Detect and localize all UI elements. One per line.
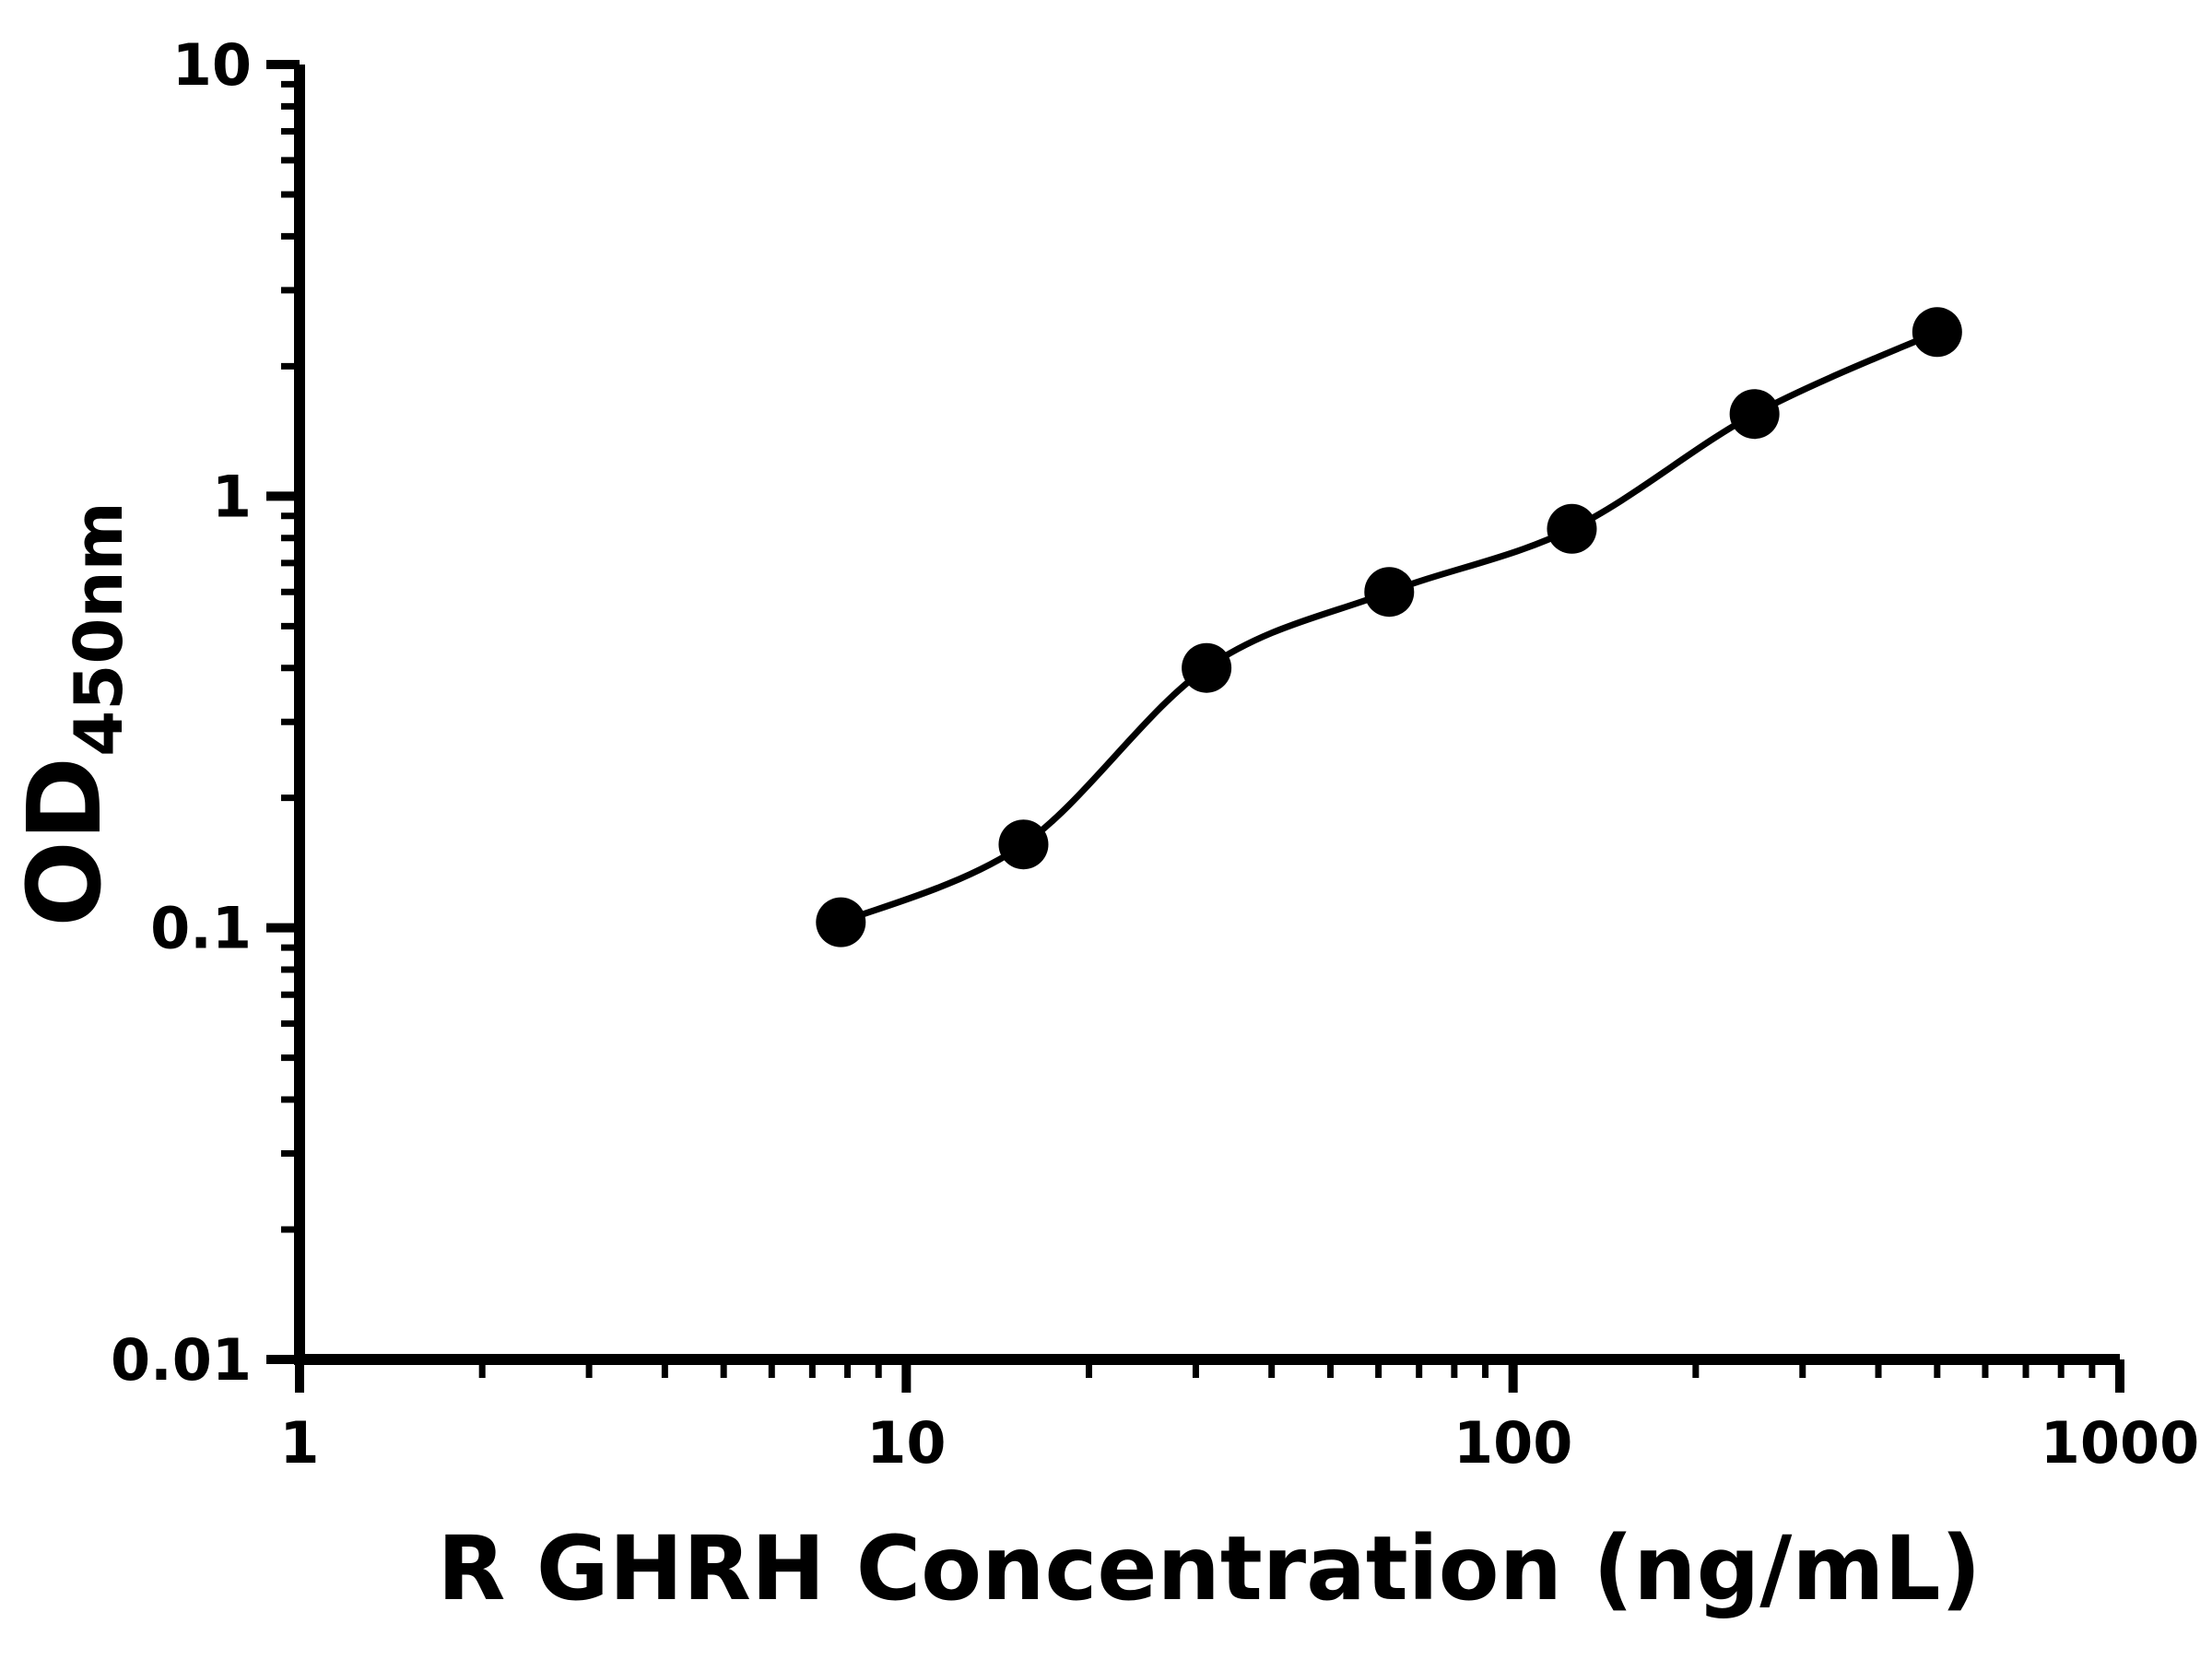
x-tick-label: 1 <box>279 1409 319 1477</box>
data-series-layer <box>816 307 1962 947</box>
y-axis-title-main: OD <box>6 757 124 927</box>
x-tick-label: 10 <box>866 1409 946 1477</box>
y-tick-label: 0.1 <box>150 895 252 962</box>
data-point <box>1364 567 1415 618</box>
axes-layer: 1 10 100 1000 0.01 0.1 1 10 <box>111 31 2199 1477</box>
x-axis-title: R GHRH Concentration (ng/mL) <box>438 1517 1982 1620</box>
data-point <box>1547 503 1597 554</box>
y-axis-title: OD450nm <box>6 501 137 926</box>
x-tick-label: 1000 <box>2041 1409 2200 1477</box>
y-tick-label: 0.01 <box>111 1326 252 1394</box>
x-tick-label: 100 <box>1453 1409 1572 1477</box>
y-tick-label: 1 <box>212 463 252 530</box>
data-point <box>1729 389 1780 440</box>
data-point <box>1182 642 1232 693</box>
y-tick-label: 10 <box>172 31 252 99</box>
axis-lines <box>294 65 2120 1365</box>
data-point <box>1912 307 1962 358</box>
data-point <box>816 897 866 947</box>
data-point <box>998 819 1049 870</box>
y-axis-title-sub: 450nm <box>60 501 137 757</box>
